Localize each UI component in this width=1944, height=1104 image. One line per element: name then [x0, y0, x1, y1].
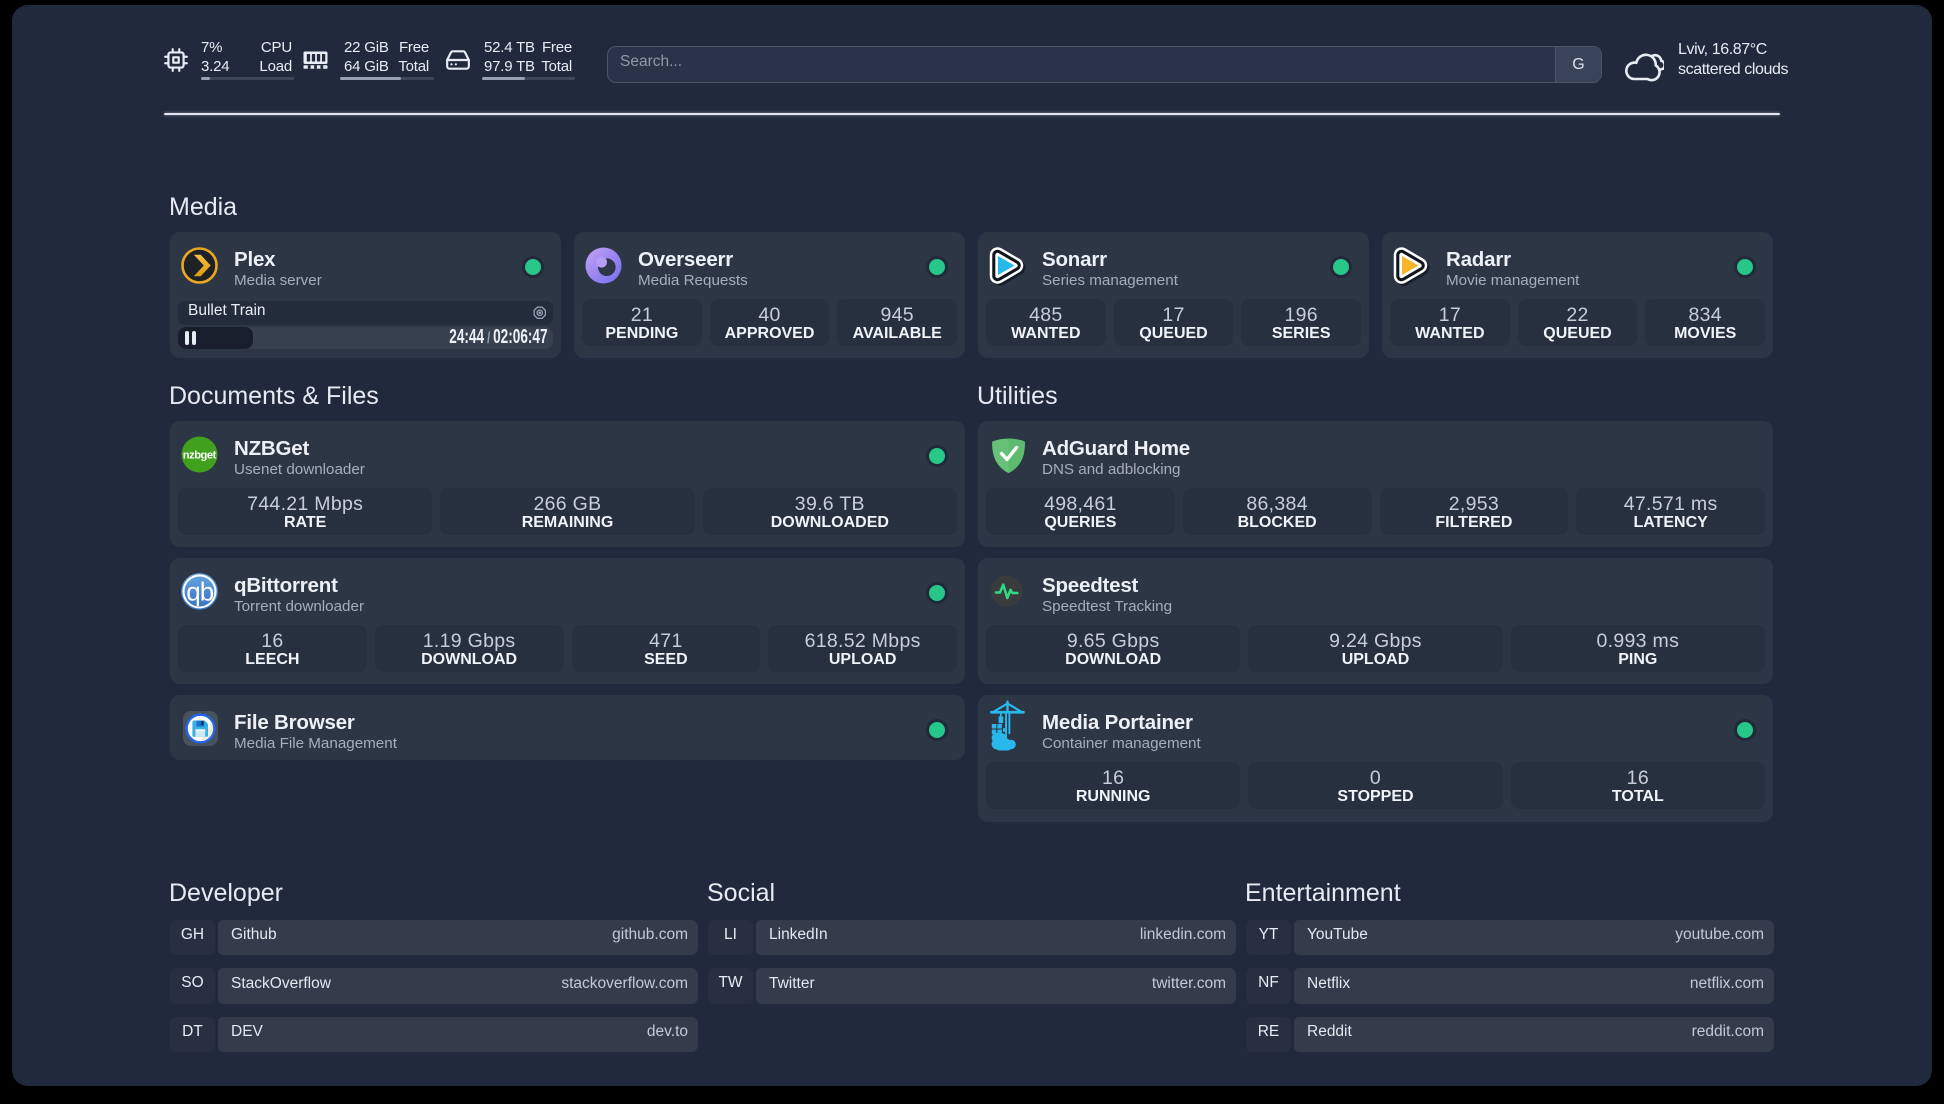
svg-text:qb: qb	[186, 577, 213, 607]
svg-text:nzbget: nzbget	[183, 450, 217, 462]
